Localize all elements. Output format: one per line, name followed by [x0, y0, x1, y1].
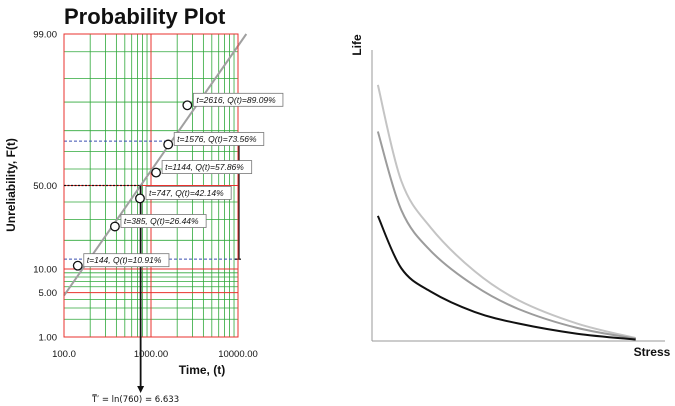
data-point [163, 139, 174, 150]
data-point [151, 167, 162, 178]
point-label-box [145, 186, 232, 200]
data-point [109, 221, 120, 232]
y-tick-label: 1.00 [39, 333, 58, 344]
point-label-box [120, 214, 207, 228]
x-tick-label: 10000.00 [218, 349, 258, 360]
life-curve [376, 131, 636, 340]
data-point [182, 100, 193, 111]
median-annotation: T̅′ = ln(760) = 6.633 [91, 393, 179, 405]
point-label-box [161, 160, 253, 174]
life-curve [376, 215, 636, 341]
point-label-box [83, 253, 170, 268]
y-axis-title: Unreliability, F(t) [4, 138, 18, 232]
x-tick-label: 1000.00 [134, 349, 168, 360]
y-tick-label: 5.00 [39, 288, 58, 299]
y-tick-label: 99.00 [33, 30, 57, 41]
data-point [72, 260, 83, 271]
x-tick-label: 100.0 [52, 349, 76, 360]
stress-axis-title: Stress [634, 345, 671, 359]
x-tick-labels: 100.0 1000.00 10000.00 [52, 349, 258, 360]
life-curves [376, 84, 636, 341]
life-stress-plot: Life Stress [350, 34, 671, 359]
fit-line [63, 33, 248, 297]
y-tick-label: 50.00 [33, 181, 57, 192]
median-arrowhead [137, 386, 145, 393]
point-label-box [192, 92, 284, 107]
point-label: t=1144, Q(t)=57.86% [165, 162, 244, 172]
data-point [135, 193, 145, 204]
life-axis-title: Life [350, 34, 364, 56]
point-label: t=1576, Q(t)=73.56% [177, 134, 257, 144]
x-axis-title: Time, (t) [179, 363, 225, 377]
point-label: t=385, Q(t)=26.44% [124, 216, 199, 226]
point-label: t=747, Q(t)=42.14% [149, 188, 224, 198]
point-label: t=144, Q(t)=10.91% [87, 255, 162, 265]
y-tick-label: 10.00 [33, 264, 57, 275]
point-label-box [173, 132, 265, 146]
probability-plot: t=144, Q(t)=10.91% t=385, Q(t)=26.44% t=74… [4, 30, 284, 405]
y-tick-labels: 1.00 5.00 10.00 50.00 99.00 [33, 30, 57, 344]
point-label: t=2616, Q(t)=89.09% [196, 95, 276, 105]
chart-title: Probability Plot [64, 4, 226, 29]
data-points: t=144, Q(t)=10.91% t=385, Q(t)=26.44% t=74… [72, 92, 284, 271]
life-curve [376, 84, 636, 340]
